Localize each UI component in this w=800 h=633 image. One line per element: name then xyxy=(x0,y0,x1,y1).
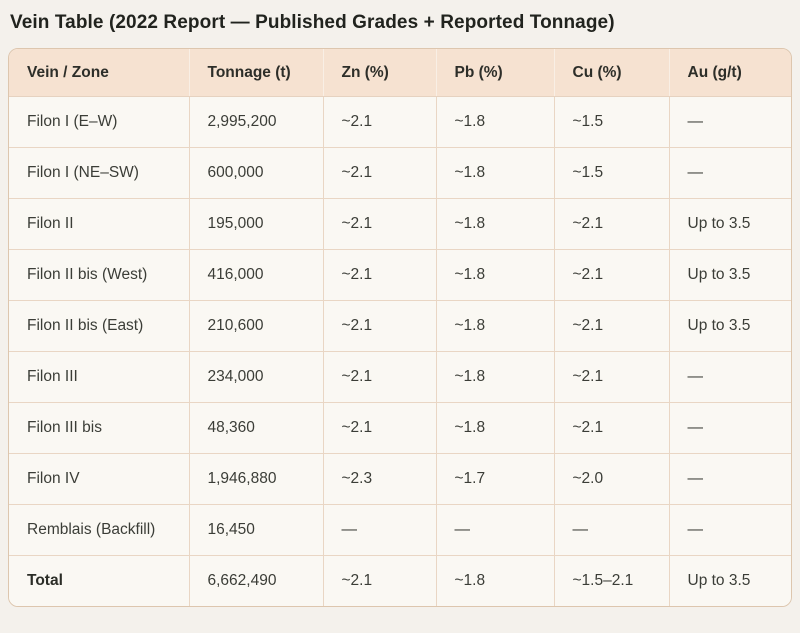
table-row: Filon III 234,000 ~2.1 ~1.8 ~2.1 — xyxy=(9,351,791,403)
cell-cu: ~1.5 xyxy=(554,147,670,199)
vein-table-container: Vein / Zone Tonnage (t) Zn (%) Pb (%) Cu… xyxy=(8,48,792,607)
vein-table: Vein / Zone Tonnage (t) Zn (%) Pb (%) Cu… xyxy=(9,49,791,606)
column-header-vein-zone: Vein / Zone xyxy=(9,49,190,97)
table-row: Filon I (NE–SW) 600,000 ~2.1 ~1.8 ~1.5 — xyxy=(9,147,791,199)
cell-cu: ~2.1 xyxy=(554,249,670,301)
cell-tonnage: 210,600 xyxy=(189,300,324,352)
cell-pb: ~1.8 xyxy=(436,249,555,301)
cell-tonnage: 6,662,490 xyxy=(189,555,324,606)
cell-vein: Filon II bis (West) xyxy=(9,249,190,301)
cell-pb: ~1.8 xyxy=(436,147,555,199)
table-body: Filon I (E–W) 2,995,200 ~2.1 ~1.8 ~1.5 —… xyxy=(9,96,791,606)
table-row: Filon II 195,000 ~2.1 ~1.8 ~2.1 Up to 3.… xyxy=(9,198,791,250)
cell-au: — xyxy=(669,96,791,148)
cell-zn: — xyxy=(323,504,437,556)
table-row: Filon II bis (West) 416,000 ~2.1 ~1.8 ~2… xyxy=(9,249,791,301)
cell-au: — xyxy=(669,351,791,403)
cell-au: Up to 3.5 xyxy=(669,198,791,250)
column-header-tonnage: Tonnage (t) xyxy=(189,49,324,97)
cell-tonnage: 234,000 xyxy=(189,351,324,403)
cell-zn: ~2.1 xyxy=(323,249,437,301)
column-header-cu: Cu (%) xyxy=(554,49,670,97)
cell-cu: ~2.1 xyxy=(554,402,670,454)
cell-tonnage: 48,360 xyxy=(189,402,324,454)
cell-pb: ~1.8 xyxy=(436,198,555,250)
cell-cu: ~2.1 xyxy=(554,351,670,403)
cell-au: Up to 3.5 xyxy=(669,555,791,606)
table-row: Remblais (Backfill) 16,450 — — — — xyxy=(9,504,791,556)
column-header-pb: Pb (%) xyxy=(436,49,555,97)
cell-vein: Filon I (NE–SW) xyxy=(9,147,190,199)
cell-pb: ~1.8 xyxy=(436,555,555,606)
column-header-au: Au (g/t) xyxy=(669,49,791,97)
cell-vein: Filon II bis (East) xyxy=(9,300,190,352)
cell-cu: ~1.5 xyxy=(554,96,670,148)
cell-au: Up to 3.5 xyxy=(669,249,791,301)
cell-zn: ~2.1 xyxy=(323,351,437,403)
cell-au: — xyxy=(669,504,791,556)
cell-zn: ~2.1 xyxy=(323,555,437,606)
cell-au: Up to 3.5 xyxy=(669,300,791,352)
cell-tonnage: 416,000 xyxy=(189,249,324,301)
cell-tonnage: 600,000 xyxy=(189,147,324,199)
cell-cu: ~1.5–2.1 xyxy=(554,555,670,606)
cell-cu: — xyxy=(554,504,670,556)
cell-pb: ~1.8 xyxy=(436,351,555,403)
cell-pb: — xyxy=(436,504,555,556)
table-row-total: Total 6,662,490 ~2.1 ~1.8 ~1.5–2.1 Up to… xyxy=(9,555,791,606)
cell-tonnage: 195,000 xyxy=(189,198,324,250)
cell-pb: ~1.8 xyxy=(436,402,555,454)
cell-au: — xyxy=(669,147,791,199)
cell-pb: ~1.8 xyxy=(436,300,555,352)
cell-cu: ~2.1 xyxy=(554,198,670,250)
cell-au: — xyxy=(669,402,791,454)
cell-pb: ~1.7 xyxy=(436,453,555,505)
page-title: Vein Table (2022 Report — Published Grad… xyxy=(10,12,615,33)
cell-zn: ~2.1 xyxy=(323,147,437,199)
cell-zn: ~2.1 xyxy=(323,96,437,148)
table-row: Filon I (E–W) 2,995,200 ~2.1 ~1.8 ~1.5 — xyxy=(9,96,791,148)
cell-zn: ~2.1 xyxy=(323,198,437,250)
cell-vein: Filon III bis xyxy=(9,402,190,454)
table-header: Vein / Zone Tonnage (t) Zn (%) Pb (%) Cu… xyxy=(9,49,791,97)
cell-vein: Remblais (Backfill) xyxy=(9,504,190,556)
cell-tonnage: 1,946,880 xyxy=(189,453,324,505)
cell-pb: ~1.8 xyxy=(436,96,555,148)
table-row: Filon III bis 48,360 ~2.1 ~1.8 ~2.1 — xyxy=(9,402,791,454)
column-header-zn: Zn (%) xyxy=(323,49,437,97)
cell-zn: ~2.1 xyxy=(323,402,437,454)
cell-vein: Filon I (E–W) xyxy=(9,96,190,148)
cell-vein: Filon II xyxy=(9,198,190,250)
cell-tonnage: 2,995,200 xyxy=(189,96,324,148)
cell-zn: ~2.3 xyxy=(323,453,437,505)
cell-cu: ~2.1 xyxy=(554,300,670,352)
cell-zn: ~2.1 xyxy=(323,300,437,352)
cell-vein: Total xyxy=(9,555,190,606)
cell-tonnage: 16,450 xyxy=(189,504,324,556)
cell-vein: Filon III xyxy=(9,351,190,403)
cell-au: — xyxy=(669,453,791,505)
cell-cu: ~2.0 xyxy=(554,453,670,505)
table-row: Filon IV 1,946,880 ~2.3 ~1.7 ~2.0 — xyxy=(9,453,791,505)
cell-vein: Filon IV xyxy=(9,453,190,505)
table-row: Filon II bis (East) 210,600 ~2.1 ~1.8 ~2… xyxy=(9,300,791,352)
header-row: Vein / Zone Tonnage (t) Zn (%) Pb (%) Cu… xyxy=(9,49,791,97)
